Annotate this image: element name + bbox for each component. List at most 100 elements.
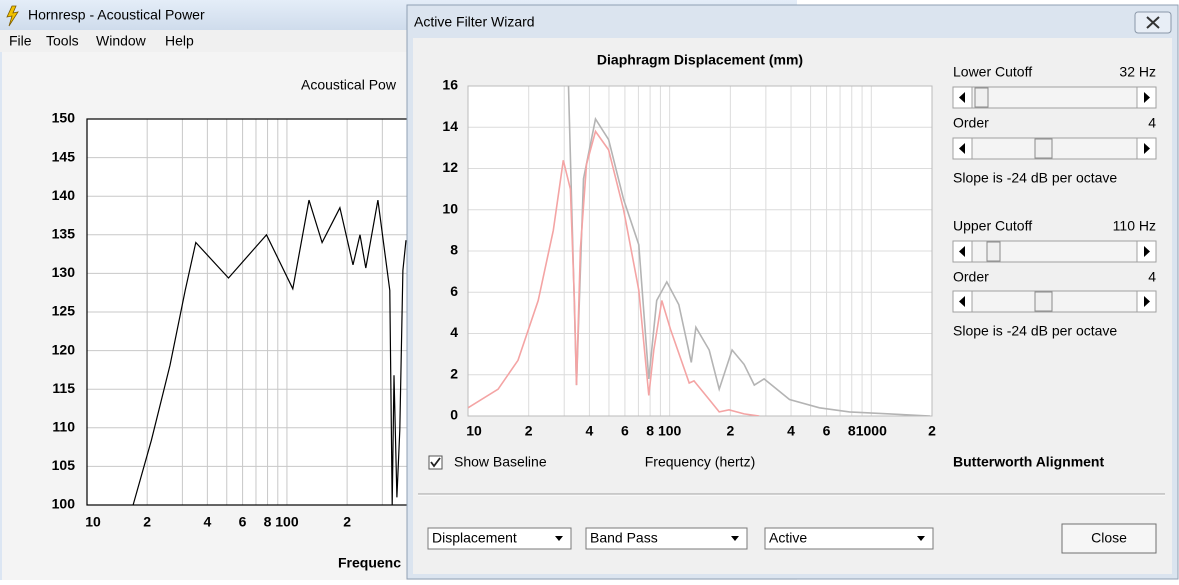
x-tick-label: 4 (203, 514, 211, 530)
scroll-arrow (959, 296, 965, 307)
scroll-arrow (959, 92, 965, 103)
x-tick-label: 4 (787, 423, 795, 439)
slope-text: Slope is -24 dB per octave (953, 170, 1117, 186)
chart-title: Diaphragm Displacement (mm) (597, 52, 803, 68)
scroll-thumb (1034, 291, 1053, 312)
x-tick-label: 100 (658, 423, 682, 439)
scrollbars (952, 86, 1157, 313)
x-axis-label: Frequency (hertz) (645, 454, 755, 470)
scroll-arrow (1144, 143, 1150, 154)
upper-cutoff-value: 110 Hz (1113, 218, 1156, 234)
dropdown-arrow (731, 536, 739, 541)
data-line (468, 129, 760, 416)
x-tick-label: 10 (466, 423, 482, 439)
order-value: 4 (1148, 269, 1156, 285)
x-tick-label: 8 (646, 423, 654, 439)
lower-cutoff-value: 32 Hz (1119, 64, 1156, 80)
dropdown[interactable] (427, 527, 572, 550)
checkbox-label[interactable]: Show Baseline (454, 454, 547, 470)
x-tick-label: 10 (85, 514, 101, 530)
x-tick-label: 8 (264, 514, 272, 530)
data-line (567, 86, 931, 416)
upper-cutoff-label: Upper Cutoff (953, 218, 1032, 234)
dropdown[interactable] (585, 527, 748, 550)
dropdown-value: Band Pass (590, 530, 658, 546)
dropdown-value: Displacement (432, 530, 517, 546)
menu-item[interactable]: File (9, 33, 32, 49)
y-tick-label: 120 (52, 341, 76, 357)
dialog-title: Active Filter Wizard (414, 14, 535, 30)
x-tick-label: 8 (848, 423, 856, 439)
order-label: Order (953, 115, 989, 131)
y-tick-label: 150 (52, 110, 76, 126)
y-tick-label: 0 (450, 407, 458, 423)
y-tick-label: 8 (450, 242, 458, 258)
displacement-chart: Diaphragm Displacement (mm) Frequency (h… (442, 52, 936, 470)
x-tick-label: 2 (525, 423, 533, 439)
y-tick-label: 2 (450, 365, 458, 381)
scroll-track (952, 137, 1157, 160)
y-tick-label: 125 (52, 303, 76, 319)
y-tick-label: 6 (450, 283, 458, 299)
y-tick-label: 16 (442, 77, 458, 93)
y-tick-label: 115 (52, 380, 75, 396)
chart-title: Acoustical Pow (301, 77, 397, 93)
scroll-arrow (959, 143, 965, 154)
close-x-icon (1146, 16, 1160, 29)
y-tick-label: 105 (52, 457, 76, 473)
dropdown-arrow (917, 536, 925, 541)
menu-item[interactable]: Tools (46, 33, 79, 49)
y-tick-label: 130 (52, 264, 76, 280)
scroll-thumb (1034, 138, 1053, 159)
x-tick-label: 2 (343, 514, 351, 530)
data-line (132, 199, 407, 505)
order-value: 4 (1148, 115, 1156, 131)
y-tick-label: 110 (52, 419, 75, 435)
y-tick-label: 14 (442, 118, 458, 134)
x-tick-label: 2 (143, 514, 151, 530)
dropdown[interactable] (764, 527, 934, 550)
menu-item[interactable]: Window (96, 33, 147, 49)
window-title: Hornresp - Acoustical Power (28, 7, 205, 23)
x-tick-label: 4 (586, 423, 594, 439)
x-tick-label: 6 (239, 514, 247, 530)
order-label: Order (953, 269, 989, 285)
plot-frame (467, 85, 933, 417)
plot-lines (468, 86, 931, 416)
menu-item[interactable]: Help (165, 33, 194, 49)
plot-lines (132, 199, 407, 505)
y-tick-label: 100 (52, 496, 76, 512)
checkmark (430, 457, 441, 468)
scroll-arrow (959, 246, 965, 257)
x-tick-label: 1000 (856, 423, 887, 439)
scroll-arrow (1144, 296, 1150, 307)
scroll-arrow (1144, 246, 1150, 257)
lower-cutoff-label: Lower Cutoff (953, 64, 1032, 80)
x-tick-label: 100 (275, 514, 299, 530)
x-tick-label: 6 (621, 423, 629, 439)
alignment-text: Butterworth Alignment (953, 454, 1104, 470)
y-tick-label: 4 (450, 324, 458, 340)
y-tick-label: 135 (52, 226, 76, 242)
x-tick-label: 2 (928, 423, 936, 439)
y-tick-label: 140 (52, 187, 76, 203)
dialog: Active Filter Wizard Diaphragm Displacem… (406, 4, 1179, 580)
dropdown-arrow (555, 536, 563, 541)
x-axis-label: Frequenc (338, 555, 401, 571)
scroll-thumb (974, 87, 989, 108)
y-tick-label: 10 (442, 200, 458, 216)
x-tick-label: 2 (726, 423, 734, 439)
scroll-thumb (986, 241, 1001, 262)
scroll-track (952, 240, 1157, 263)
app-icon (6, 5, 19, 27)
scroll-arrow (1144, 92, 1150, 103)
y-tick-label: 145 (52, 148, 76, 164)
close-button-label: Close (1091, 530, 1127, 546)
scroll-track (952, 290, 1157, 313)
close-button[interactable] (1061, 523, 1157, 554)
slope-text: Slope is -24 dB per octave (953, 323, 1117, 339)
y-tick-label: 12 (442, 159, 458, 175)
dropdown-value: Active (769, 530, 807, 546)
